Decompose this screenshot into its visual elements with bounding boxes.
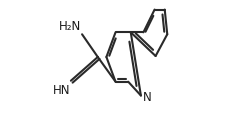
Text: HN: HN [53, 83, 70, 96]
Text: H₂N: H₂N [59, 20, 81, 33]
Text: N: N [142, 90, 151, 103]
